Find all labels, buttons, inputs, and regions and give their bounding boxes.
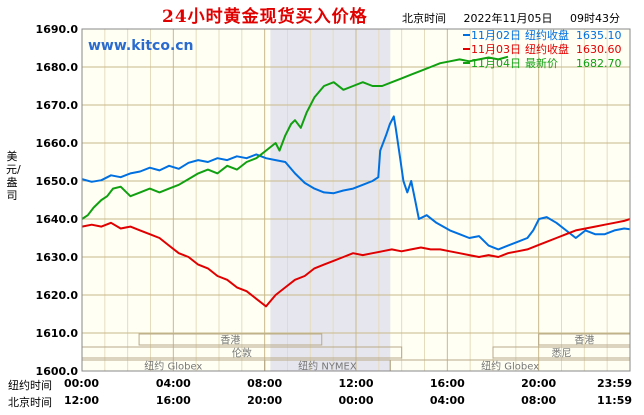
series-line	[81, 115, 631, 251]
x-tick-ny: 23:59	[597, 377, 632, 390]
legend-label: 纽约收盘	[525, 28, 569, 42]
timestamp-location: 北京时间	[402, 12, 446, 25]
legend-label: 最新价	[525, 56, 558, 70]
timestamp: 北京时间 2022年11月05日 09时43分	[402, 10, 620, 26]
y-axis-label: 美元/盎司	[6, 150, 21, 202]
x-tick-ny: 12:00	[338, 377, 373, 390]
y-tick-label: 1600.0	[36, 365, 79, 378]
series-line	[81, 55, 509, 220]
x-tick-ny: 04:00	[156, 377, 191, 390]
legend-date: 11月02日	[471, 29, 521, 42]
plot-border	[81, 28, 631, 372]
y-tick-label: 1670.0	[36, 99, 79, 112]
legend-value: 1630.60	[576, 43, 622, 56]
session-label: 伦敦	[232, 347, 252, 360]
x-tick-bj: 08:00	[521, 394, 556, 407]
session-label: 香港	[220, 335, 240, 347]
session-label: 香港	[574, 335, 594, 347]
y-tick-label: 1610.0	[36, 327, 79, 340]
timestamp-date: 2022年11月05日	[463, 12, 553, 25]
y-tick-label: 1650.0	[36, 175, 79, 188]
legend-date: 11月04日	[471, 57, 521, 70]
x-tick-ny: 20:00	[521, 377, 556, 390]
timestamp-time: 09时43分	[570, 12, 620, 25]
y-tick-label: 1660.0	[36, 137, 79, 150]
x-tick-bj: 11:59	[597, 394, 632, 407]
series-line	[81, 218, 631, 308]
x-tick-bj: 16:00	[156, 394, 191, 407]
y-tick-label: 1680.0	[36, 61, 79, 74]
ny-time-label: 纽约时间	[8, 379, 52, 392]
x-tick-ny: 16:00	[430, 377, 465, 390]
session-label: 纽约 Globex	[144, 360, 202, 373]
session-label: 纽约 Globex	[481, 360, 539, 373]
x-tick-bj: 04:00	[430, 394, 465, 407]
y-tick-label: 1620.0	[36, 289, 79, 302]
x-tick-bj: 12:00	[64, 394, 99, 407]
session-bar	[138, 333, 323, 346]
legend-value: 1682.70	[576, 57, 622, 70]
y-tick-label: 1640.0	[36, 213, 79, 226]
x-tick-ny: 00:00	[64, 377, 99, 390]
y-tick-label: 1690.0	[36, 23, 79, 36]
session-label: 悉尼	[552, 348, 572, 360]
x-tick-bj: 20:00	[247, 394, 282, 407]
x-tick-ny: 08:00	[247, 377, 282, 390]
bj-time-label: 北京时间	[8, 396, 52, 409]
y-tick-label: 1630.0	[36, 251, 79, 264]
legend-label: 纽约收盘	[525, 42, 569, 56]
legend-date: 11月03日	[471, 43, 521, 56]
x-tick-bj: 00:00	[338, 394, 373, 407]
nymex-shaded-region	[270, 29, 391, 371]
chart-title: 24小时黄金现货买入价格	[162, 7, 368, 27]
watermark-text: www.kitco.cn	[88, 38, 194, 54]
session-label: 纽约 NYMEX	[298, 360, 357, 373]
legend-value: 1635.10	[576, 29, 622, 42]
